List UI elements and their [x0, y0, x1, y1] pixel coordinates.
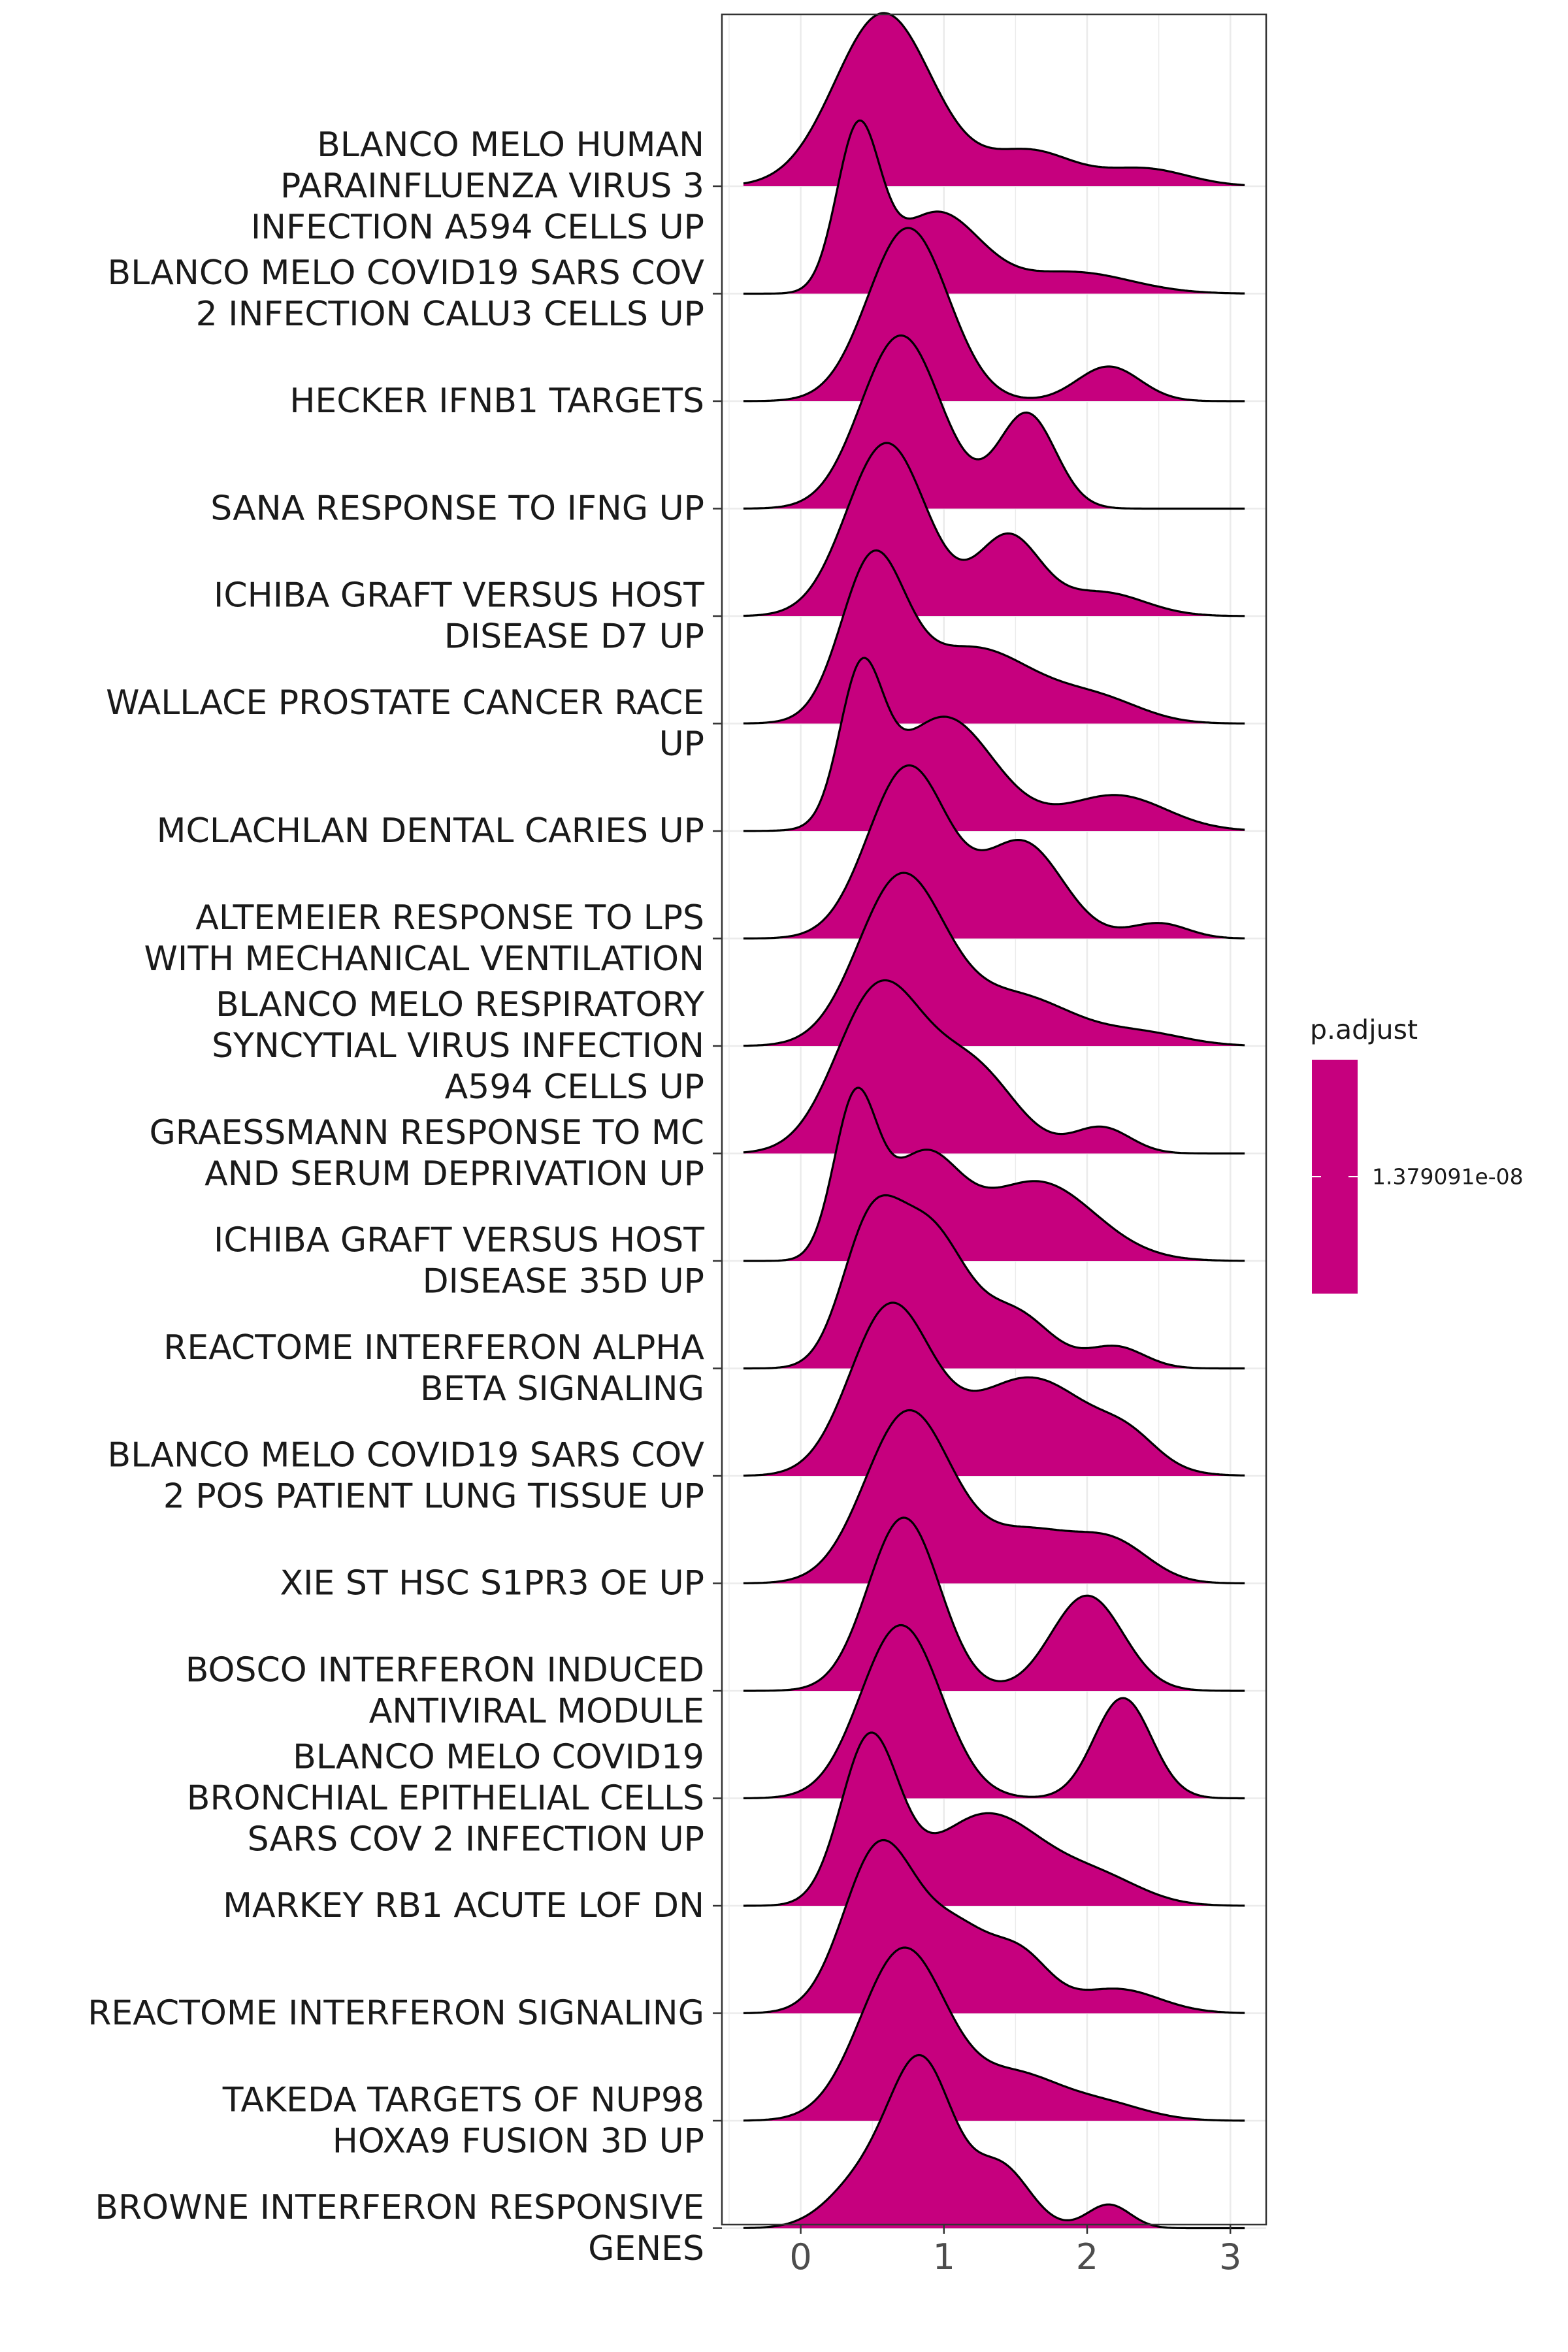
ridge-fill: [743, 1518, 1245, 1691]
ridge-18: [743, 1838, 1245, 2014]
ridge-outline: [743, 1624, 1245, 1800]
y-tick-label: WALLACE PROSTATE CANCER RACE: [106, 683, 704, 723]
ridge-fill: [743, 1303, 1245, 1476]
y-tick-label: INFECTION A594 CELLS UP: [251, 208, 704, 247]
legend-label: 1.379091e-08: [1372, 1164, 1524, 1190]
ridge-20: [743, 2053, 1245, 2230]
ridge-19: [743, 1946, 1245, 2122]
ridge-8: [743, 764, 1245, 939]
ridge-fill: [743, 1840, 1245, 2014]
y-tick-label: TAKEDA TARGETS OF NUP98: [222, 2081, 704, 2120]
y-tick-label: ICHIBA GRAFT VERSUS HOST: [214, 1221, 704, 1260]
ridge-13: [743, 1301, 1245, 1477]
ridge-14: [743, 1409, 1245, 1584]
ridge-outline: [743, 1731, 1245, 1907]
y-tick-label: ICHIBA GRAFT VERSUS HOST: [214, 576, 704, 615]
ridge-outline: [743, 1409, 1245, 1584]
y-tick-label: BROWNE INTERFERON RESPONSIVE: [95, 2188, 704, 2227]
y-tick-label: PARAINFLUENZA VIRUS 3: [280, 167, 704, 206]
ridge-fill: [743, 2055, 1245, 2229]
ridge-fill: [743, 765, 1245, 939]
y-tick-label: BLANCO MELO COVID19 SARS COV: [108, 253, 705, 293]
ridge-fill: [743, 658, 1245, 831]
y-tick-label: SARS COV 2 INFECTION UP: [248, 1820, 704, 1859]
ridge-outline: [743, 872, 1245, 1047]
y-tick-label: ALTEMEIER RESPONSE TO LPS: [195, 898, 704, 938]
y-tick-label: BLANCO MELO HUMAN: [317, 125, 704, 165]
ridge-outline: [743, 227, 1245, 402]
y-tick-label: DISEASE 35D UP: [423, 1262, 704, 1301]
ridge-outline: [743, 1086, 1245, 1262]
y-tick-label: MCLACHLAN DENTAL CARIES UP: [157, 811, 704, 851]
ridge-outline: [743, 119, 1245, 295]
y-tick-label: HOXA9 FUSION 3D UP: [333, 2122, 704, 2161]
x-tick-label: 0: [789, 2236, 811, 2278]
y-tick-label: BLANCO MELO RESPIRATORY: [216, 985, 704, 1024]
ridge-15: [743, 1516, 1245, 1692]
ridge-outline: [743, 979, 1245, 1155]
y-tick-label: HECKER IFNB1 TARGETS: [289, 382, 704, 421]
y-tick-label: A594 CELLS UP: [445, 1068, 704, 1107]
ridge-outline: [743, 12, 1245, 186]
y-tick-label: BRONCHIAL EPITHELIAL CELLS: [187, 1779, 704, 1818]
y-tick-label: GENES: [588, 2229, 704, 2268]
ridge-outline: [743, 764, 1245, 939]
y-tick-label: BLANCO MELO COVID19 SARS COV: [108, 1436, 705, 1475]
ridge-layer: [743, 12, 1245, 2230]
ridge-outline: [743, 442, 1245, 617]
ridge-outline: [743, 549, 1245, 725]
legend: p.adjust 1.379091e-08: [1310, 1014, 1524, 1294]
ridge-outline: [743, 1194, 1245, 1370]
y-tick-label: 2 POS PATIENT LUNG TISSUE UP: [163, 1477, 704, 1516]
ridge-outline: [743, 2053, 1245, 2230]
y-tick-label: REACTOME INTERFERON ALPHA: [163, 1328, 704, 1367]
panel-border: [721, 13, 1267, 2226]
ridge-3: [743, 227, 1245, 402]
y-tick-label: AND SERUM DEPRIVATION UP: [204, 1154, 704, 1194]
y-tick-label: UP: [659, 725, 704, 764]
y-tick-label: 2 INFECTION CALU3 CELLS UP: [196, 295, 704, 334]
y-tick-label: REACTOME INTERFERON SIGNALING: [88, 1994, 704, 2033]
ridge-fill: [743, 228, 1245, 401]
ridge-7: [743, 657, 1245, 832]
ridge-12: [743, 1194, 1245, 1370]
y-tick-label: DISEASE D7 UP: [444, 617, 704, 657]
y-tick-label: SYNCYTIAL VIRUS INFECTION: [212, 1026, 704, 1066]
ridge-outline: [743, 657, 1245, 832]
y-tick-label: MARKEY RB1 ACUTE LOF DN: [223, 1886, 704, 1925]
y-tick-label: SANA RESPONSE TO IFNG UP: [210, 489, 704, 529]
y-tick-label: ANTIVIRAL MODULE: [369, 1692, 704, 1731]
ridge-outline: [743, 1946, 1245, 2122]
ridge-2: [743, 119, 1245, 295]
x-tick-label: 2: [1076, 2236, 1098, 2278]
ridge-outline: [743, 1516, 1245, 1692]
y-tick-label: XIE ST HSC S1PR3 OE UP: [280, 1564, 704, 1603]
x-tick-label: 1: [933, 2236, 955, 2278]
ridge-fill: [743, 1948, 1245, 2121]
legend-title: p.adjust: [1310, 1014, 1418, 1045]
y-tick-label: BLANCO MELO COVID19: [293, 1738, 704, 1777]
ridge-outline: [743, 1838, 1245, 2014]
y-tick-label: BOSCO INTERFERON INDUCED: [186, 1651, 704, 1690]
y-tick-label: WITH MECHANICAL VENTILATION: [144, 939, 704, 979]
y-tick-label: GRAESSMANN RESPONSE TO MC: [150, 1113, 705, 1152]
y-tick-label: BETA SIGNALING: [420, 1369, 704, 1409]
ridge-outline: [743, 334, 1245, 510]
x-axis: 0 1 2 3: [789, 2225, 1241, 2278]
ridge-fill: [743, 120, 1245, 294]
x-tick-label: 3: [1219, 2236, 1241, 2278]
ridge-fill: [743, 1195, 1245, 1369]
ridge-outline: [743, 1301, 1245, 1477]
